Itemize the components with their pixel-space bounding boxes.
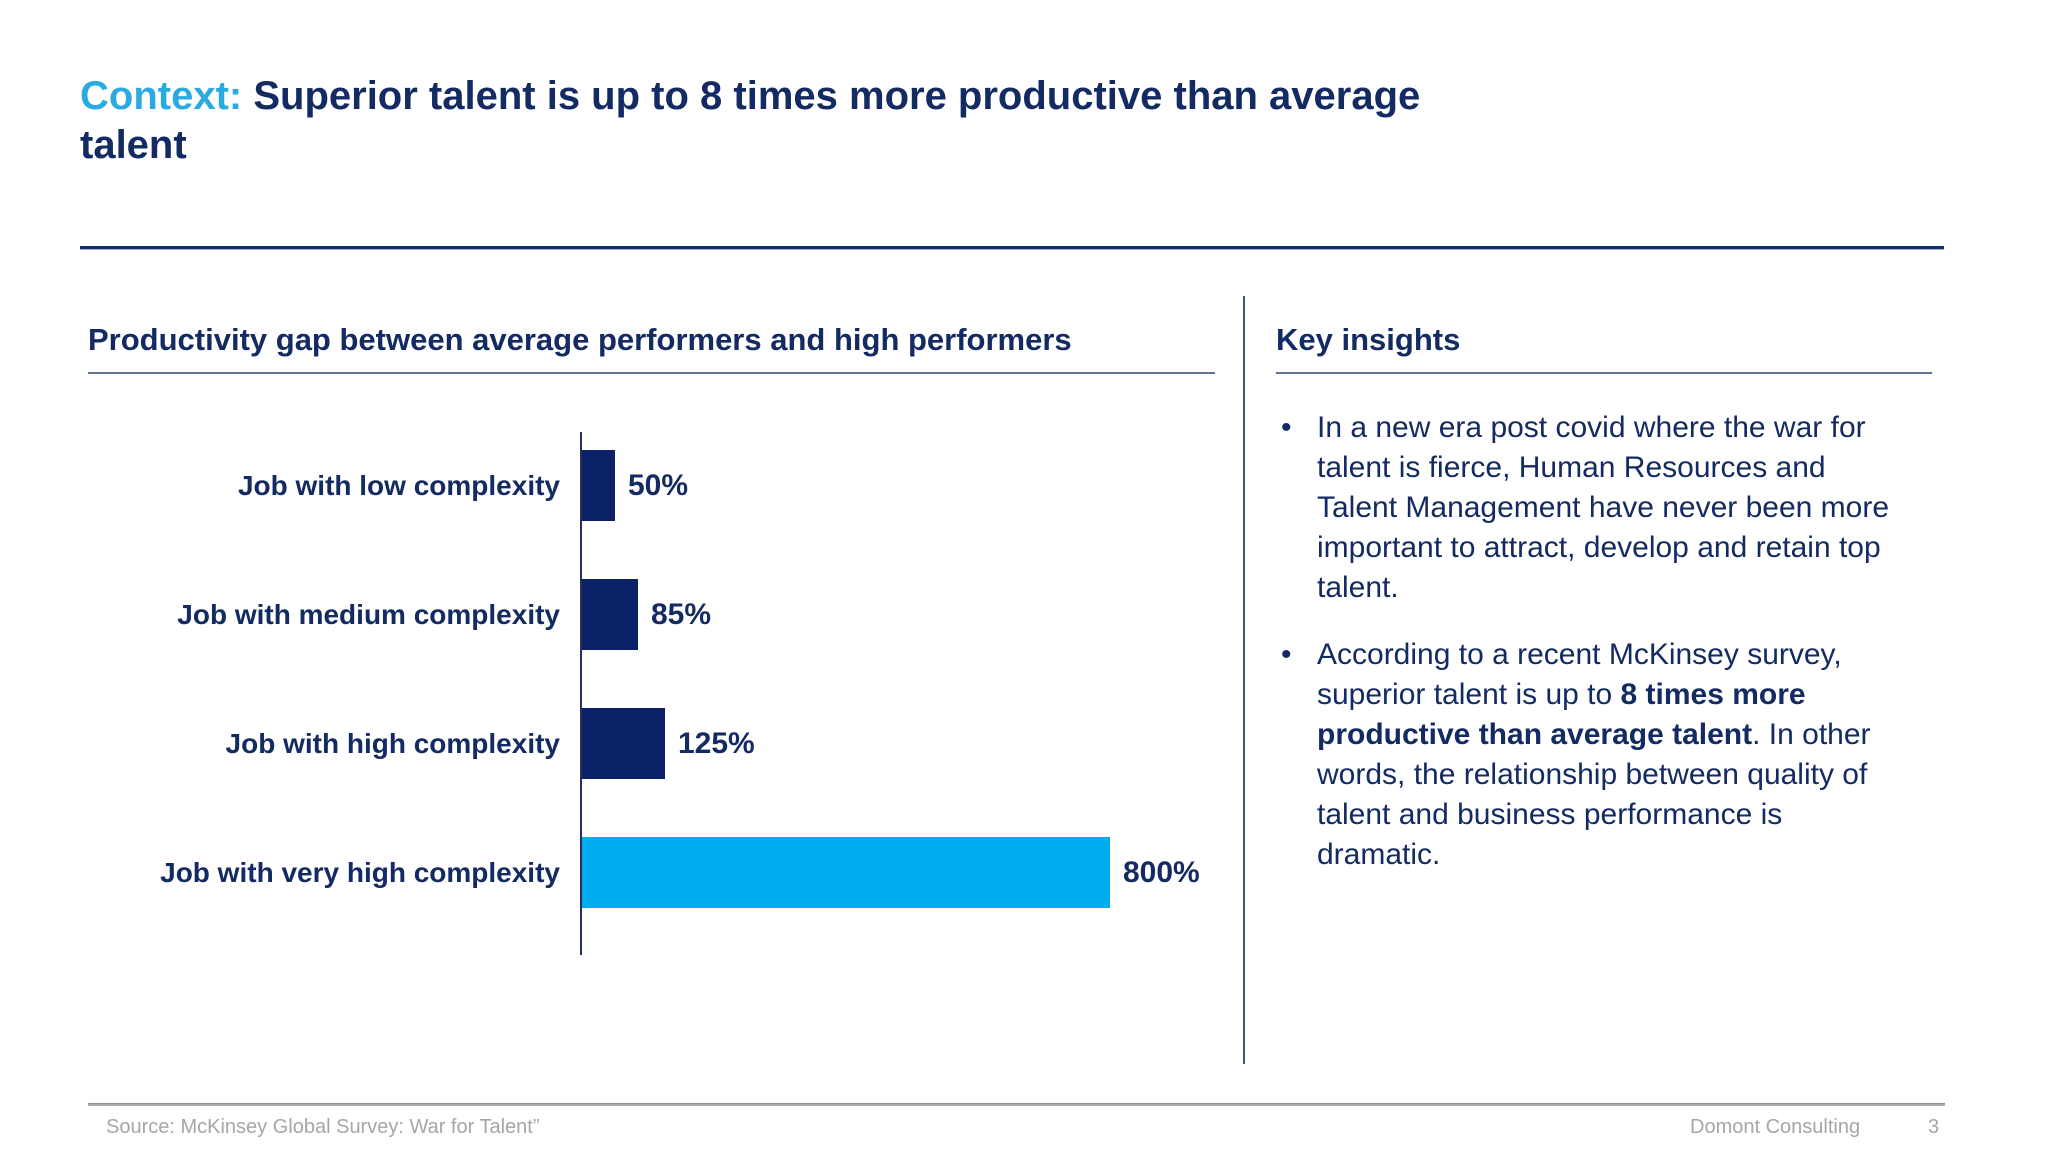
slide-title-accent: Context: [80,74,243,118]
bar-value-label: 85% [651,597,712,631]
bar-value-label: 800% [1123,855,1200,889]
chart-row: Job with low complexity 50% [0,450,1243,521]
chart-row: Job with very high complexity 800% [0,837,1243,908]
bullet-marker: • [1281,638,1292,671]
bar [582,837,1110,908]
chart-row: Job with medium complexity 85% [0,579,1243,650]
bar-value-label: 125% [678,726,755,760]
chart-axis-line [580,432,582,955]
insight-bullet-text: In a new era post covid where the war fo… [1317,411,1890,604]
slide-title-rest: Superior talent is up to 8 times more pr… [80,74,1421,167]
bar [582,708,665,779]
bar [582,450,615,521]
chart-row: Job with high complexity 125% [0,708,1243,779]
footer-divider-line [88,1103,1945,1106]
title-divider-line [80,246,1944,250]
bar-category-label: Job with high complexity [225,727,560,759]
key-insights-heading: Key insights [1276,322,1932,374]
bar-value-label: 50% [628,468,689,502]
insight-bullet: • In a new era post covid where the war f… [1281,408,1913,608]
chart-section-heading: Productivity gap between average perform… [88,322,1215,374]
bar-category-label: Job with very high complexity [160,856,560,888]
bullet-marker: • [1281,411,1292,444]
key-insights-list: • In a new era post covid where the war f… [1281,408,1913,902]
footer-page-number: 3 [1928,1116,1940,1138]
bar-category-label: Job with low complexity [237,469,560,501]
vertical-divider-line [1243,296,1245,1064]
bar [582,579,638,650]
footer-source-text: Source: McKinsey Global Survey: War for … [106,1116,540,1138]
slide-title: Context: Superior talent is up to 8 time… [80,72,1510,170]
insight-bullet: • According to a recent McKinsey survey, … [1281,635,1913,875]
insight-bullet-text: According to a recent McKinsey survey, s… [1317,638,1871,871]
bar-category-label: Job with medium complexity [177,598,560,630]
productivity-bar-chart: Job with low complexity 50% Job with mediu… [0,432,1243,955]
footer-company-name: Domont Consulting [1690,1116,1861,1138]
